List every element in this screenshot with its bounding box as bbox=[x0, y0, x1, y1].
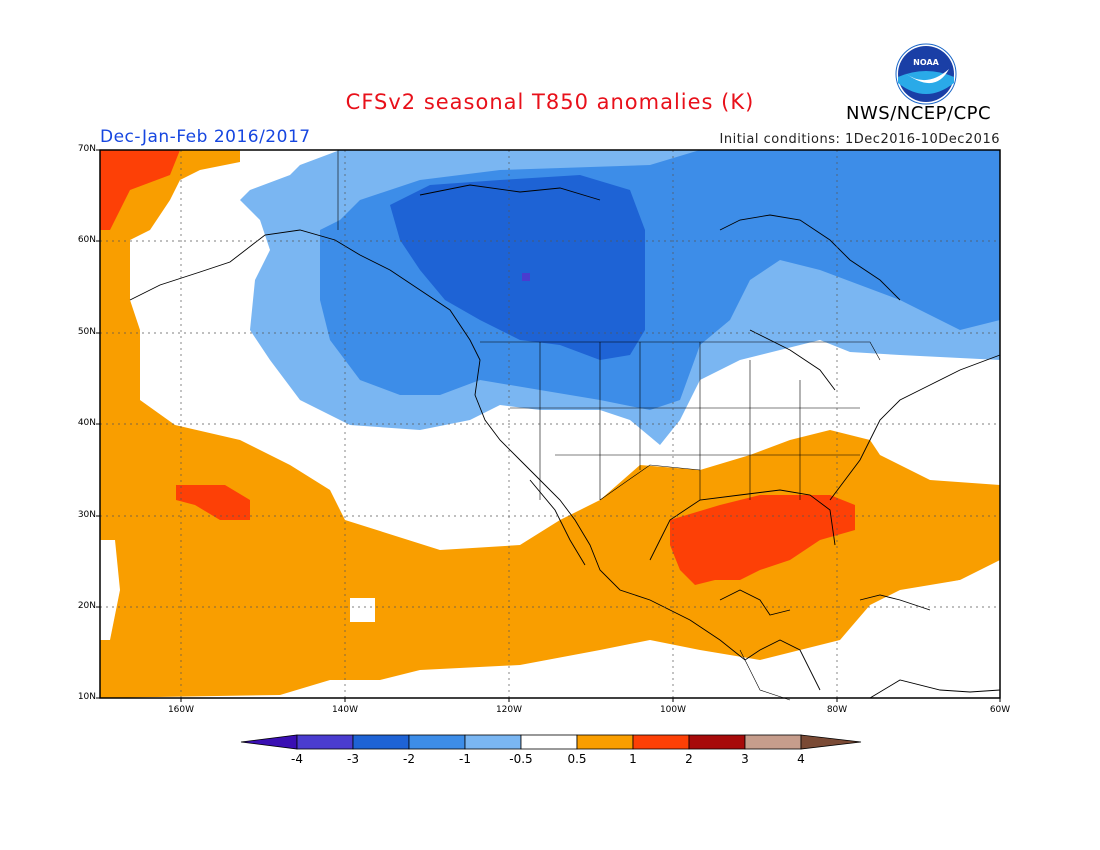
colorbar-label: -0.5 bbox=[509, 752, 533, 766]
initial-conditions-label: Initial conditions: 1Dec2016-10Dec2016 bbox=[719, 132, 1000, 147]
colorbar-label: 4 bbox=[797, 752, 805, 766]
colorbar-segment bbox=[520, 734, 578, 750]
season-label: Dec-Jan-Feb 2016/2017 bbox=[100, 127, 311, 147]
strong-cold-anomaly bbox=[390, 175, 645, 360]
gridlines bbox=[100, 150, 1000, 698]
lat-label-70n: 70N bbox=[77, 144, 96, 154]
lon-label-60w: 60W bbox=[989, 705, 1011, 715]
colorbar-segment bbox=[464, 734, 522, 750]
warm-anomaly-region bbox=[100, 240, 1000, 698]
neutral-pocket-east bbox=[850, 575, 1000, 698]
strongest-cold-spot bbox=[522, 273, 530, 281]
colorbar-segment bbox=[408, 734, 466, 750]
colorbar-segment bbox=[352, 734, 410, 750]
coastlines bbox=[129, 184, 1001, 699]
lat-label-30n: 30N bbox=[77, 510, 96, 520]
colorbar-label: 0.5 bbox=[567, 752, 587, 766]
colorbar-label: -4 bbox=[291, 752, 303, 766]
colorbar-arrow-left bbox=[240, 734, 298, 750]
strong-warm-siberia bbox=[100, 150, 180, 230]
lon-label-160w: 160W bbox=[167, 705, 195, 715]
colorbar-segment bbox=[296, 734, 354, 750]
lat-label-40n: 40N bbox=[77, 418, 96, 428]
colorbar-segment bbox=[632, 734, 690, 750]
colorbar-arrow-right bbox=[800, 734, 862, 750]
colorbar-label: 2 bbox=[685, 752, 693, 766]
colorbar-label: 3 bbox=[741, 752, 749, 766]
strong-warm-gulf bbox=[670, 495, 855, 585]
colorbar-label: -2 bbox=[403, 752, 415, 766]
agency-label: NWS/NCEP/CPC bbox=[846, 103, 992, 124]
lat-label-50n: 50N bbox=[77, 327, 96, 337]
colorbar-segment bbox=[688, 734, 746, 750]
colorbar-label: -1 bbox=[459, 752, 471, 766]
colorbar-segment bbox=[576, 734, 634, 750]
colorbar-label: -3 bbox=[347, 752, 359, 766]
lon-label-80w: 80W bbox=[826, 705, 848, 715]
logo-text: NOAA bbox=[913, 58, 939, 67]
strong-warm-pacific bbox=[176, 485, 250, 520]
axis-ticks bbox=[96, 149, 1001, 702]
lon-label-100w: 100W bbox=[659, 705, 687, 715]
lat-label-60n: 60N bbox=[77, 235, 96, 245]
chart-title: CFSv2 seasonal T850 anomalies (K) bbox=[345, 90, 755, 114]
noaa-logo: NOAA bbox=[895, 43, 957, 105]
lon-label-120w: 120W bbox=[495, 705, 523, 715]
colorbar-label: 1 bbox=[629, 752, 637, 766]
borders bbox=[337, 150, 881, 701]
colorbar-segment bbox=[744, 734, 802, 750]
lon-label-140w: 140W bbox=[331, 705, 359, 715]
lat-label-20n: 20N bbox=[77, 601, 96, 611]
neutral-pocket-small bbox=[350, 598, 375, 622]
lat-label-10n: 10N bbox=[77, 692, 96, 702]
neutral-pocket-west bbox=[100, 540, 120, 640]
